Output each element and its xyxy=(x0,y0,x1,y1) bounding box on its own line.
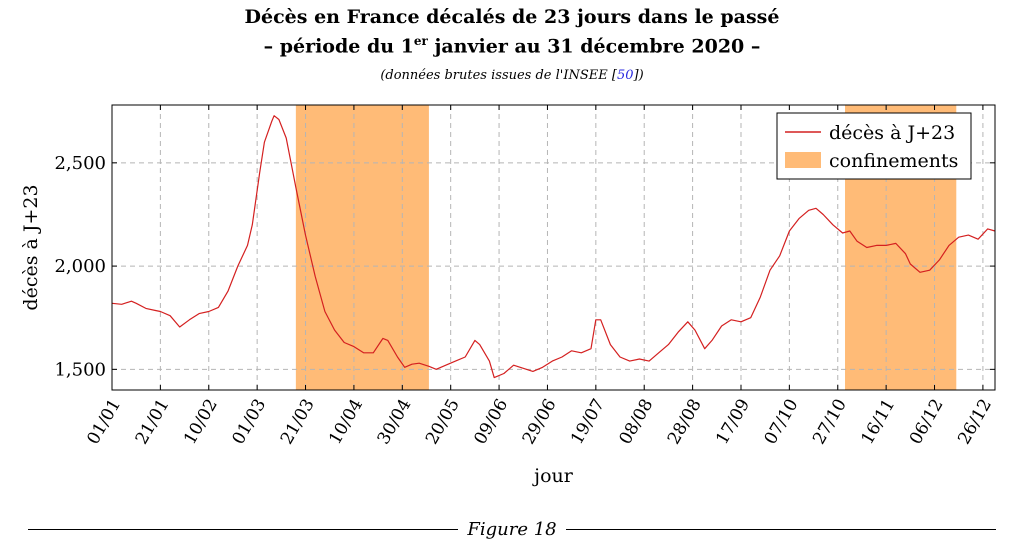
x-tick-label-11: 08/08 xyxy=(616,396,658,448)
title-line-2-start: – période du 1 xyxy=(263,35,414,58)
y-tick-label-0: 1,500 xyxy=(54,359,106,380)
line-chart: 1,500 2,000 2,500 01/01 21/01 10/02 01/03 21/03… xyxy=(20,104,996,487)
legend-band-swatch xyxy=(785,152,821,168)
deaths-series-line xyxy=(111,115,996,379)
x-tick-label-13: 17/09 xyxy=(712,396,754,448)
x-tick-label-6: 30/04 xyxy=(374,396,416,448)
x-tick-label-2: 10/02 xyxy=(180,396,222,448)
citation-link[interactable]: 50 xyxy=(616,68,634,83)
x-tick-label-12: 28/08 xyxy=(664,396,706,448)
chart-subtitle: (données brutes issues de l'INSEE [50]) xyxy=(0,68,1024,83)
x-tick-label-3: 01/03 xyxy=(228,396,270,448)
figure-caption: Figure 18 xyxy=(0,517,1024,543)
x-tick-label-15: 27/10 xyxy=(809,396,851,448)
y-axis-label: décès à J+23 xyxy=(20,184,42,310)
title-line-2-end: janvier au 31 décembre 2020 – xyxy=(427,35,761,58)
x-axis-label: jour xyxy=(532,465,574,487)
caption-rule-left xyxy=(28,529,458,530)
x-tick-label-16: 16/11 xyxy=(857,396,899,448)
x-tick-label-1: 21/01 xyxy=(132,396,174,448)
lockdown-band-1 xyxy=(295,105,429,390)
x-tick-label-7: 20/05 xyxy=(422,396,464,448)
chart-title-line-2: – période du 1er janvier au 31 décembre … xyxy=(0,34,1024,57)
y-tick-label-1: 2,000 xyxy=(54,256,106,277)
subtitle-text-end: ]) xyxy=(633,68,644,83)
y-tick-label-2: 2,500 xyxy=(54,153,106,174)
legend-label-lockdowns: confinements xyxy=(829,150,958,172)
legend-label-deaths: décès à J+23 xyxy=(829,122,955,144)
subtitle-text: (données brutes issues de l'INSEE [ xyxy=(380,68,617,83)
x-tick-label-4: 21/03 xyxy=(277,396,319,448)
x-tick-label-18: 26/12 xyxy=(954,396,996,448)
x-tick-label-0: 01/01 xyxy=(83,396,125,448)
x-tick-label-9: 29/06 xyxy=(519,396,561,448)
x-tick-label-17: 06/12 xyxy=(906,396,948,448)
x-tick-label-8: 09/06 xyxy=(470,396,512,448)
plot-frame xyxy=(111,104,996,391)
chart-title-line-1: Décès en France décalés de 23 jours dans… xyxy=(244,6,780,28)
x-tick-label-14: 07/10 xyxy=(761,396,803,448)
caption-rule-right xyxy=(566,529,996,530)
x-tick-label-10: 19/07 xyxy=(567,396,609,448)
legend: décès à J+23 confinements xyxy=(776,112,972,180)
figure-label: Figure 18 xyxy=(461,519,563,540)
x-tick-label-5: 10/04 xyxy=(325,396,367,448)
title-superscript: er xyxy=(413,34,428,48)
